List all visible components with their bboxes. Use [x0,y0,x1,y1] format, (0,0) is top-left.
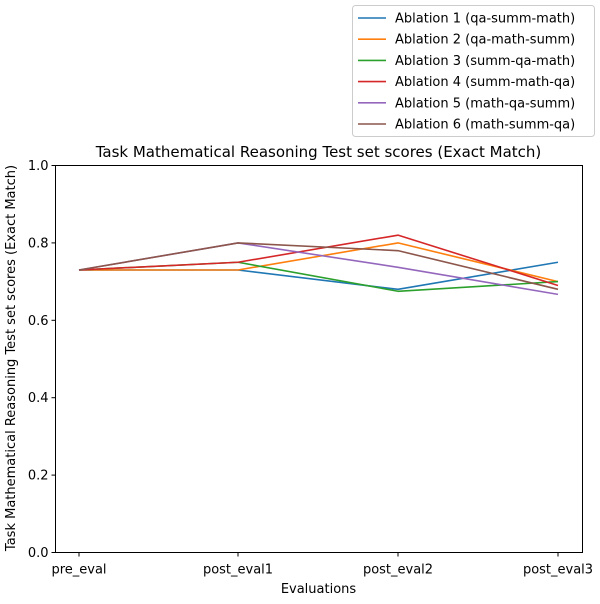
legend-label: Ablation 6 (math-summ-qa) [395,118,575,133]
x-tick-label: post_eval2 [363,563,433,578]
legend-label: Ablation 5 (math-qa-summ) [395,96,575,111]
series-line-ablation-6 [78,242,559,291]
series-line-ablation-2 [79,242,559,283]
y-tick-label: 1.0 [28,159,49,174]
x-tick-label: post_eval1 [203,563,273,578]
y-tick-label: 0.0 [28,546,49,561]
series-lines [78,234,559,296]
legend: Ablation 1 (qa-summ-math) Ablation 2 (qa-… [352,5,595,137]
y-tick-label: 0.2 [28,469,49,484]
x-tick-label: post_eval3 [523,563,593,578]
x-axis-label: Evaluations [281,582,357,597]
legend-label: Ablation 3 (summ-qa-math) [395,54,575,69]
y-tick-label: 0.6 [28,314,49,329]
y-tick-label: 0.8 [28,236,49,251]
y-axis-label: Task Mathematical Reasoning Test set sco… [4,165,19,552]
axis-ticks: 0.0 0.2 0.4 0.6 0.8 1.0 pre_eval post_eval1 post… [28,159,593,578]
legend-label: Ablation 4 (summ-math-qa) [395,75,575,90]
legend-box [352,5,595,137]
y-tick-label: 0.4 [28,391,49,406]
chart-title: Task Mathematical Reasoning Test set sco… [95,143,542,161]
series-line-ablation-4 [78,234,559,287]
legend-label: Ablation 1 (qa-summ-math) [395,12,575,27]
legend-label: Ablation 2 (qa-math-summ) [395,33,575,48]
plot-frame [55,165,583,553]
x-tick-label: pre_eval [51,563,106,578]
